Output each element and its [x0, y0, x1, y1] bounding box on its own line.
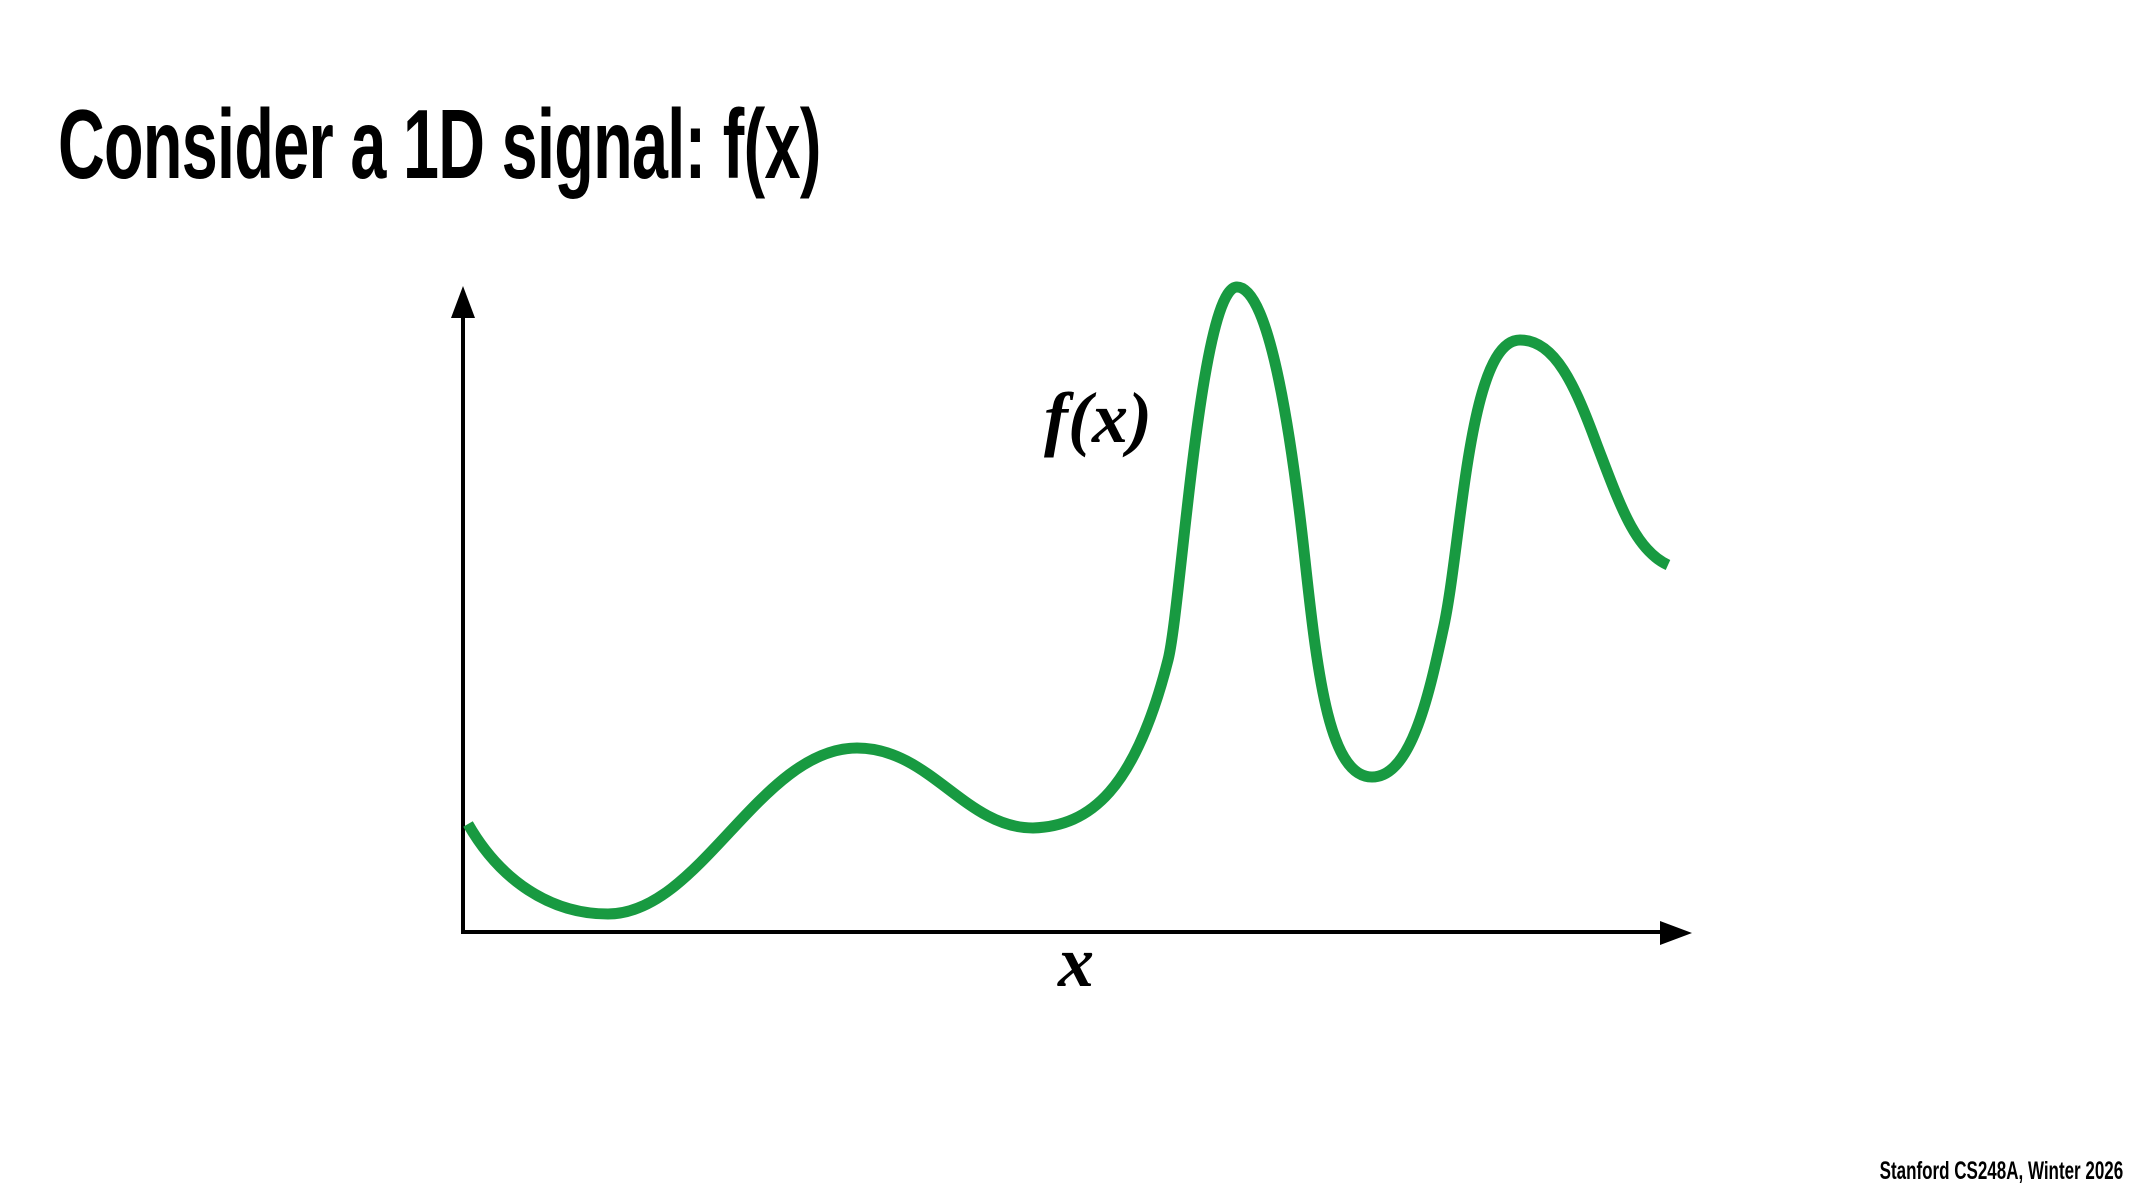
- x-axis-arrowhead: [1660, 921, 1692, 945]
- slide-title: Consider a 1D signal: f(x): [58, 88, 821, 199]
- y-axis-arrowhead: [451, 286, 475, 318]
- signal-curve: [463, 281, 1671, 920]
- curve-label: f(x): [1044, 378, 1152, 458]
- x-axis-label: x: [1058, 922, 1094, 1002]
- footer-credit: Stanford CS248A, Winter 2026: [1879, 1157, 2123, 1185]
